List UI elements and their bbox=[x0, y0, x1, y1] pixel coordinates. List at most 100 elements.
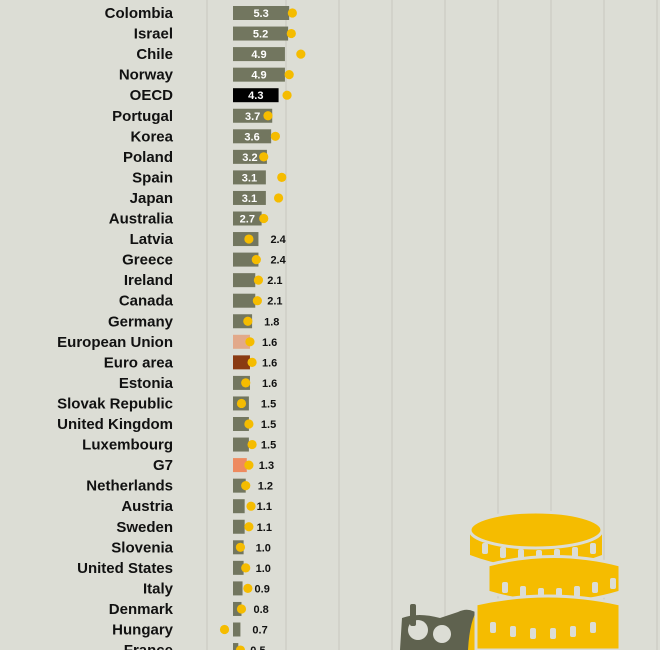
value-label-oecd: 4.3 bbox=[248, 90, 263, 102]
dot-united-kingdom bbox=[244, 419, 254, 429]
bar-israel bbox=[233, 26, 289, 41]
category-label-portugal: Portugal bbox=[112, 108, 173, 125]
value-label-australia: 2.7 bbox=[240, 214, 255, 226]
bar-chile bbox=[233, 47, 285, 62]
value-label-japan: 3.1 bbox=[242, 193, 257, 205]
value-label-colombia: 5.3 bbox=[253, 8, 268, 20]
dot-poland bbox=[259, 152, 269, 162]
category-label-denmark: Denmark bbox=[109, 601, 174, 618]
dot-latvia bbox=[244, 234, 254, 244]
dot-israel bbox=[286, 28, 296, 39]
bar-japan bbox=[233, 190, 266, 205]
dot-france bbox=[235, 645, 246, 650]
dot-oecd bbox=[282, 90, 292, 100]
category-label-norway: Norway bbox=[119, 67, 174, 84]
value-label-denmark: 0.8 bbox=[253, 604, 268, 616]
category-label-netherlands: Netherlands bbox=[86, 478, 173, 495]
dot-norway bbox=[284, 70, 294, 80]
value-label-canada: 2.1 bbox=[267, 296, 282, 308]
bar-canada bbox=[233, 293, 256, 308]
coins-and-groceries-illustration bbox=[400, 510, 622, 650]
value-label-austria: 1.1 bbox=[257, 501, 272, 513]
dot-denmark bbox=[236, 604, 247, 614]
bar-sweden bbox=[233, 519, 245, 534]
category-label-japan: Japan bbox=[130, 190, 173, 207]
value-label-european-union: 1.6 bbox=[262, 337, 277, 349]
category-label-germany: Germany bbox=[108, 313, 174, 330]
bar-netherlands bbox=[233, 478, 246, 493]
dot-canada bbox=[252, 296, 262, 306]
dot-spain bbox=[277, 172, 287, 182]
category-label-oecd: OECD bbox=[130, 87, 174, 104]
category-label-hungary: Hungary bbox=[112, 622, 174, 639]
dot-luxembourg bbox=[247, 439, 257, 450]
value-label-chile: 4.9 bbox=[251, 49, 266, 61]
bar-united-states bbox=[233, 560, 244, 575]
dot-japan bbox=[273, 193, 284, 203]
category-label-greece: Greece bbox=[122, 252, 173, 269]
bar-euro-area bbox=[233, 355, 250, 370]
category-label-estonia: Estonia bbox=[119, 375, 174, 392]
category-label-euro-area: Euro area bbox=[104, 354, 174, 371]
dot-germany bbox=[243, 316, 253, 326]
bar-austria bbox=[233, 499, 245, 514]
bar-hungary bbox=[233, 622, 241, 637]
bar-g7 bbox=[233, 458, 247, 473]
dot-european-union bbox=[245, 337, 255, 347]
value-label-united-kingdom: 1.5 bbox=[261, 419, 276, 431]
category-label-korea: Korea bbox=[130, 128, 173, 145]
value-label-luxembourg: 1.5 bbox=[261, 440, 276, 452]
value-label-greece: 2.4 bbox=[270, 255, 286, 267]
dot-austria bbox=[246, 501, 256, 511]
dot-italy bbox=[243, 583, 253, 594]
bar-luxembourg bbox=[233, 437, 249, 452]
value-label-latvia: 2.4 bbox=[270, 234, 286, 246]
category-label-poland: Poland bbox=[123, 149, 173, 166]
dot-australia bbox=[259, 213, 269, 224]
value-label-euro-area: 1.6 bbox=[262, 357, 277, 369]
category-label-united-states: United States bbox=[77, 560, 173, 577]
bar-italy bbox=[233, 581, 243, 596]
bar-european-union bbox=[233, 334, 250, 349]
value-label-france: 0.5 bbox=[250, 645, 265, 650]
category-label-chile: Chile bbox=[136, 46, 173, 63]
value-label-norway: 4.9 bbox=[251, 70, 266, 82]
category-label-slovak-republic: Slovak Republic bbox=[57, 395, 173, 412]
value-label-netherlands: 1.2 bbox=[258, 481, 273, 493]
category-label-israel: Israel bbox=[134, 26, 173, 43]
value-label-ireland: 2.1 bbox=[267, 275, 282, 287]
bar-greece bbox=[233, 252, 259, 267]
bar-colombia bbox=[233, 6, 290, 20]
category-label-canada: Canada bbox=[119, 293, 174, 310]
dot-estonia bbox=[241, 378, 251, 388]
value-label-israel: 5.2 bbox=[253, 29, 268, 41]
bar-france bbox=[233, 643, 239, 650]
dot-korea bbox=[270, 131, 280, 141]
category-label-australia: Australia bbox=[109, 211, 174, 228]
coin-stack-icon bbox=[468, 510, 622, 650]
bar-ireland bbox=[233, 273, 256, 288]
value-label-slovak-republic: 1.5 bbox=[261, 398, 276, 410]
bar-spain bbox=[233, 170, 266, 185]
dot-g7 bbox=[244, 460, 254, 470]
category-label-g7: G7 bbox=[153, 457, 173, 474]
dot-slovak-republic bbox=[236, 398, 247, 409]
grid-lines bbox=[206, 0, 658, 650]
dot-slovenia bbox=[235, 542, 246, 552]
category-label-latvia: Latvia bbox=[130, 231, 174, 248]
value-label-germany: 1.8 bbox=[264, 316, 279, 328]
dot-euro-area bbox=[247, 357, 257, 367]
value-label-united-states: 1.0 bbox=[256, 563, 271, 575]
dot-greece bbox=[251, 255, 261, 265]
value-label-hungary: 0.7 bbox=[252, 625, 267, 637]
category-label-italy: Italy bbox=[143, 580, 174, 597]
bar-australia bbox=[233, 211, 262, 226]
category-label-spain: Spain bbox=[132, 169, 173, 186]
value-label-italy: 0.9 bbox=[255, 583, 270, 595]
value-label-korea: 3.6 bbox=[244, 131, 259, 143]
dot-chile bbox=[296, 49, 306, 59]
category-label-luxembourg: Luxembourg bbox=[82, 437, 173, 454]
value-label-sweden: 1.1 bbox=[257, 522, 272, 534]
bar-united-kingdom bbox=[233, 417, 249, 431]
category-label-sweden: Sweden bbox=[116, 519, 173, 536]
